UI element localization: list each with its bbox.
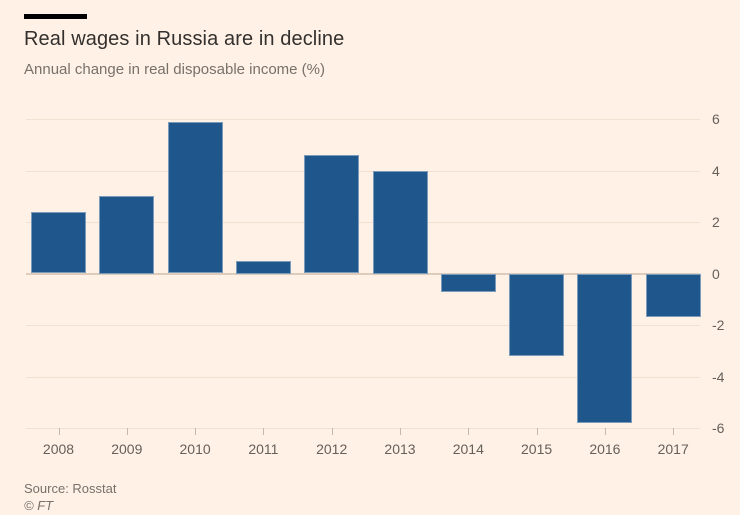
y-axis-label: 0 bbox=[712, 265, 720, 282]
x-axis-tick bbox=[126, 428, 128, 435]
bar bbox=[577, 273, 633, 423]
zero-line bbox=[26, 272, 700, 275]
y-axis-label: 6 bbox=[712, 111, 720, 127]
y-axis-label: -2 bbox=[712, 317, 725, 333]
source-note: Source: Rosstat bbox=[24, 481, 117, 496]
gridline bbox=[26, 119, 700, 120]
x-axis-tick bbox=[536, 428, 538, 435]
bar bbox=[372, 170, 428, 274]
x-axis-label: 2017 bbox=[657, 441, 689, 457]
bar bbox=[235, 260, 291, 274]
bar bbox=[31, 211, 86, 274]
x-axis-label: 2016 bbox=[589, 441, 621, 457]
y-axis-label: 2 bbox=[712, 214, 720, 230]
gridline bbox=[26, 325, 700, 326]
bar bbox=[304, 155, 360, 274]
gridline bbox=[26, 376, 700, 378]
bar bbox=[167, 121, 223, 274]
x-axis-label: 2011 bbox=[248, 441, 279, 457]
ft-copyright: © FT bbox=[24, 498, 54, 513]
bar bbox=[509, 273, 565, 356]
x-axis-tick bbox=[604, 428, 606, 435]
x-axis-label: 2013 bbox=[384, 441, 416, 457]
x-axis-tick bbox=[468, 428, 470, 435]
x-axis-tick bbox=[400, 428, 401, 435]
gridline bbox=[26, 170, 700, 172]
y-axis-label: -6 bbox=[712, 420, 725, 436]
chart-subtitle: Annual change in real disposable income … bbox=[24, 61, 326, 78]
x-axis-label: 2010 bbox=[179, 441, 211, 457]
y-axis-label: -4 bbox=[712, 368, 725, 385]
title-rule bbox=[24, 14, 87, 19]
x-axis-tick bbox=[673, 428, 675, 435]
chart-title: Real wages in Russia are in decline bbox=[24, 28, 345, 50]
x-axis-tick bbox=[263, 428, 265, 435]
x-axis-tick bbox=[331, 428, 333, 435]
x-axis-label: 2012 bbox=[316, 441, 348, 457]
bar bbox=[645, 273, 701, 318]
x-axis-tick bbox=[58, 428, 60, 435]
bar bbox=[99, 196, 155, 274]
bar bbox=[440, 273, 496, 292]
gridline bbox=[26, 222, 700, 223]
y-axis-label: 4 bbox=[712, 162, 720, 179]
x-axis-label: 2015 bbox=[521, 441, 553, 457]
x-axis-label: 2009 bbox=[111, 441, 143, 457]
gridline bbox=[26, 428, 700, 429]
x-axis-label: 2014 bbox=[452, 441, 484, 457]
x-axis-label: 2008 bbox=[42, 441, 75, 457]
x-axis-tick bbox=[195, 428, 197, 435]
